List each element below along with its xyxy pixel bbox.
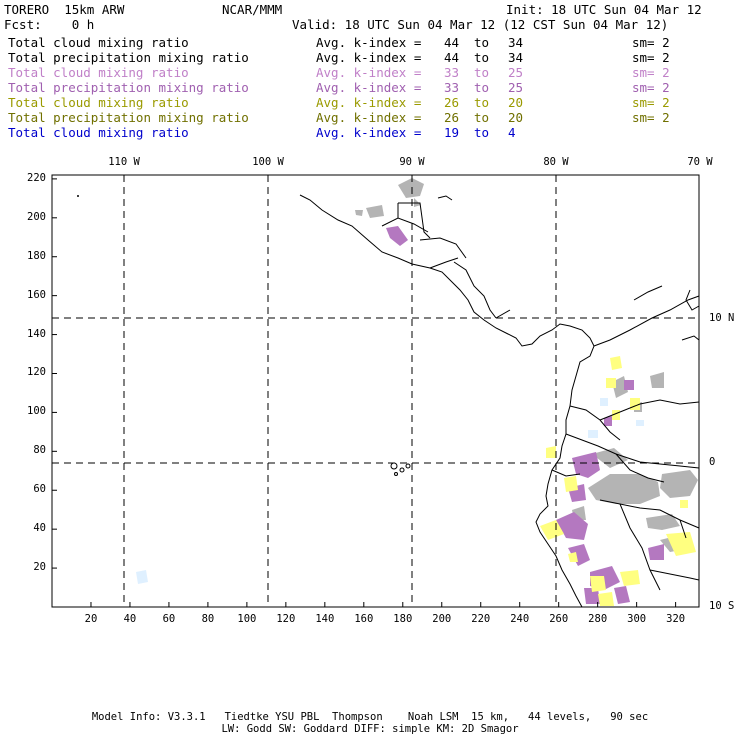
legend-kindex-low: 26	[444, 110, 460, 125]
legend-kindex-high: 34	[508, 35, 524, 50]
x-tick-label: 200	[432, 613, 452, 625]
legend-field: Total precipitation mixing ratio	[8, 110, 249, 125]
legend-to: to	[474, 35, 490, 50]
legend-kindex: Avg. k-index =	[316, 80, 429, 95]
legend-to: to	[474, 125, 490, 140]
legend-kindex-low: 19	[444, 125, 460, 140]
x-tick-label: 320	[666, 613, 686, 625]
model-info-line2: LW: Godd SW: Goddard DIFF: simple KM: 2D…	[221, 723, 519, 735]
legend-kindex-high: 25	[508, 80, 524, 95]
legend-smoothing: sm= 2	[632, 110, 670, 125]
x-tick-label: 60	[162, 613, 176, 625]
legend-kindex-high: 20	[508, 110, 524, 125]
legend-to: to	[474, 95, 490, 110]
init-time: Init: 18 UTC Sun 04 Mar 12	[506, 2, 702, 17]
legend-to: to	[474, 50, 490, 65]
x-tick-label: 280	[588, 613, 608, 625]
legend-field: Total precipitation mixing ratio	[8, 80, 249, 95]
y-tick-label: 180	[27, 249, 46, 262]
y-tick-label: 80	[33, 444, 46, 457]
y-tick-label: 160	[27, 288, 46, 301]
y-tick-label: 20	[33, 561, 46, 574]
legend-kindex: Avg. k-index =	[316, 50, 429, 65]
lon-label: 100 W	[252, 156, 284, 168]
model-info-line1: Model Info: V3.3.1 Tiedtke YSU PBL Thomp…	[91, 711, 649, 723]
x-tick-label: 300	[627, 613, 647, 625]
model-title: TORERO 15km ARW	[4, 2, 125, 17]
lon-tick-marks	[123, 175, 557, 181]
legend-kindex: Avg. k-index =	[316, 65, 429, 80]
lat-label: 10 S	[709, 600, 735, 612]
legend-kindex-low: 26	[444, 95, 460, 110]
x-tick-label: 80	[201, 613, 215, 625]
y-tick-label: 140	[27, 327, 46, 340]
country-borders	[381, 203, 700, 591]
organization: NCAR/MMM	[222, 2, 283, 17]
legend-kindex-high: 34	[508, 50, 524, 65]
legend-field: Total precipitation mixing ratio	[8, 50, 249, 65]
lon-label: 90 W	[399, 156, 425, 168]
legend-to: to	[474, 110, 490, 125]
x-tick-marks	[90, 602, 677, 607]
legend-kindex: Avg. k-index =	[316, 125, 429, 140]
legend-smoothing: sm= 2	[632, 50, 670, 65]
legend-smoothing: sm= 2	[632, 80, 670, 95]
y-tick-label: 220	[27, 171, 46, 184]
legend-kindex-high: 25	[508, 65, 524, 80]
x-tick-label: 20	[84, 613, 98, 625]
cloud-field-yellow	[540, 356, 696, 606]
legend-smoothing: sm= 2	[632, 95, 670, 110]
legend-kindex: Avg. k-index =	[316, 35, 429, 50]
legend-field: Total cloud mixing ratio	[8, 95, 189, 110]
y-tick-label: 100	[27, 405, 46, 418]
legend-to: to	[474, 65, 490, 80]
y-tick-label: 60	[33, 483, 46, 496]
x-tick-label: 260	[549, 613, 569, 625]
y-tick-label: 120	[27, 366, 46, 379]
lon-label: 70 W	[687, 156, 713, 168]
legend-kindex-low: 44	[444, 35, 460, 50]
legend-kindex-low: 33	[444, 80, 460, 95]
legend-field: Total cloud mixing ratio	[8, 35, 189, 50]
legend-kindex-low: 44	[444, 50, 460, 65]
legend-field: Total cloud mixing ratio	[8, 125, 189, 140]
x-tick-label: 180	[393, 613, 413, 625]
lat-label: 10 N	[709, 312, 735, 324]
y-tick-label: 40	[33, 522, 46, 535]
lat-lon-grid	[52, 175, 699, 607]
legend-kindex-high: 20	[508, 95, 524, 110]
x-tick-label: 140	[315, 613, 335, 625]
x-tick-label: 120	[276, 613, 296, 625]
x-tick-label: 240	[510, 613, 530, 625]
x-tick-label: 100	[237, 613, 257, 625]
y-tick-marks	[52, 178, 57, 569]
plot-frame	[51, 174, 700, 608]
island-dot	[77, 195, 79, 197]
legend-to: to	[474, 80, 490, 95]
legend-field: Total cloud mixing ratio	[8, 65, 189, 80]
lon-label: 110 W	[108, 156, 140, 168]
legend-kindex-high: 4	[508, 125, 516, 140]
x-tick-label: 40	[123, 613, 137, 625]
y-tick-label: 200	[27, 210, 46, 223]
valid-time: Valid: 18 UTC Sun 04 Mar 12 (12 CST Sun …	[292, 17, 669, 32]
x-tick-label: 220	[471, 613, 491, 625]
legend-kindex: Avg. k-index =	[316, 110, 429, 125]
legend-smoothing: sm= 2	[632, 35, 670, 50]
lat-label: 0	[709, 456, 716, 468]
cloud-field-light-blue	[136, 398, 644, 584]
x-tick-label: 160	[354, 613, 374, 625]
legend-kindex-low: 33	[444, 65, 460, 80]
lon-label: 80 W	[543, 156, 569, 168]
legend-kindex: Avg. k-index =	[316, 95, 429, 110]
forecast-hour: Fcst: 0 h	[4, 17, 95, 32]
legend-smoothing: sm= 2	[632, 65, 670, 80]
